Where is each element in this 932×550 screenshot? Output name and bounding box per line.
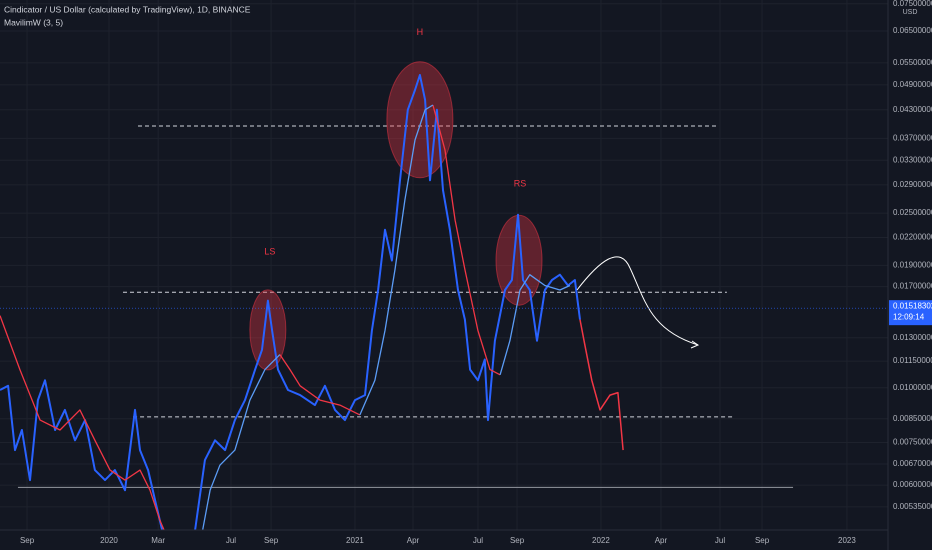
pattern-label: RS xyxy=(514,179,527,189)
y-tick-label: 0.07500000 xyxy=(893,0,932,8)
y-tick-label: 0.01150000 xyxy=(893,356,932,365)
y-tick-label: 0.00750000 xyxy=(893,438,932,447)
x-tick-label: 2023 xyxy=(838,536,856,545)
countdown-label: 12:09:14 xyxy=(893,312,925,321)
y-tick-label: 0.01700000 xyxy=(893,282,932,291)
y-tick-label: 0.00535000 xyxy=(893,502,932,511)
x-tick-label: Sep xyxy=(510,536,525,545)
arrow-head xyxy=(690,340,700,349)
x-tick-label: Mar xyxy=(151,536,165,545)
x-tick-label: Sep xyxy=(264,536,279,545)
x-tick-label: Sep xyxy=(20,536,35,545)
y-tick-label: 0.03300000 xyxy=(893,155,932,164)
pattern-label: H xyxy=(417,27,424,37)
x-tick-label: Sep xyxy=(755,536,770,545)
y-tick-label: 0.00850000 xyxy=(893,414,932,423)
x-tick-label: Jul xyxy=(473,536,483,545)
y-tick-label: 0.06500000 xyxy=(893,26,932,35)
y-tick-label: 0.04900000 xyxy=(893,80,932,89)
y-tick-label: 0.02500000 xyxy=(893,208,932,217)
y-tick-label: 0.03700000 xyxy=(893,134,932,143)
x-tick-label: Apr xyxy=(655,536,668,545)
y-tick-label: 0.02900000 xyxy=(893,180,932,189)
y-tick-label: 0.02200000 xyxy=(893,233,932,242)
y-tick-label: 0.05500000 xyxy=(893,58,932,67)
y-tick-label: 0.01000000 xyxy=(893,383,932,392)
pattern-highlight xyxy=(249,289,287,371)
pattern-label: LS xyxy=(264,246,275,256)
y-tick-label: 0.00600000 xyxy=(893,480,932,489)
y-tick-label: 0.00670000 xyxy=(893,459,932,468)
axis-unit: USD xyxy=(903,9,918,16)
x-tick-label: 2021 xyxy=(346,536,364,545)
last-price-label: 0.01518302 xyxy=(893,301,932,310)
grid xyxy=(0,0,888,530)
plot-area xyxy=(0,61,794,530)
chart-title: Cindicator / US Dollar (calculated by Tr… xyxy=(4,4,251,14)
series-line xyxy=(579,319,624,451)
indicator-legend: MavilimW (3, 5) xyxy=(4,17,63,27)
x-tick-label: Jul xyxy=(226,536,236,545)
series-line xyxy=(0,74,581,530)
y-tick-label: 0.01900000 xyxy=(893,261,932,270)
x-tick-label: Jul xyxy=(715,536,725,545)
series-line xyxy=(201,104,571,530)
x-tick-label: 2022 xyxy=(592,536,610,545)
series-line xyxy=(0,104,501,530)
last-price-tag xyxy=(889,300,932,326)
x-tick-label: 2020 xyxy=(100,536,118,545)
y-tick-label: 0.01300000 xyxy=(893,333,932,342)
x-tick-label: Apr xyxy=(407,536,420,545)
projection-arrow xyxy=(576,256,699,346)
y-tick-label: 0.04300000 xyxy=(893,105,932,114)
